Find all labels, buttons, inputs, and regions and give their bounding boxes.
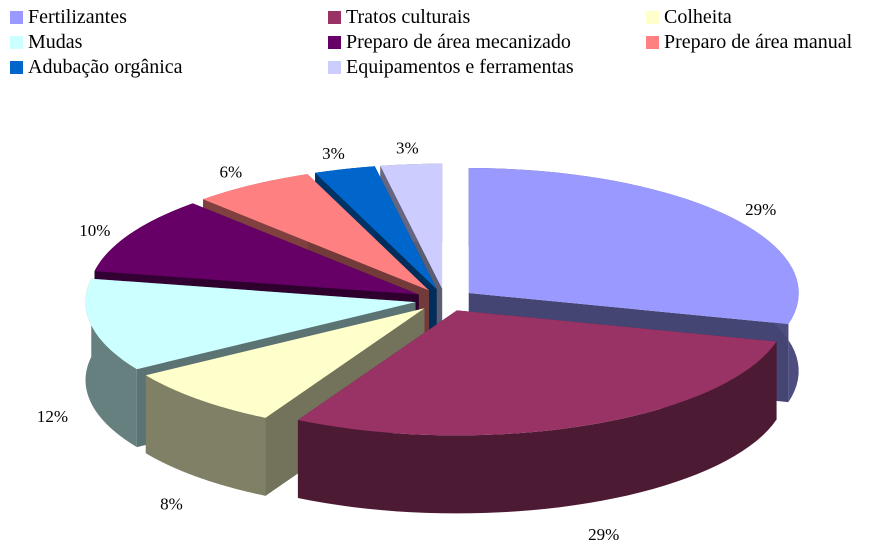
legend-item: Mudas — [10, 31, 328, 54]
legend-item: Equipamentos e ferramentas — [328, 56, 646, 79]
slice — [380, 163, 443, 289]
slice — [297, 310, 777, 436]
data-label: 3% — [322, 144, 345, 163]
legend-label: Tratos culturais — [346, 6, 471, 28]
data-label: 10% — [79, 221, 110, 240]
legend-swatch — [646, 36, 659, 49]
slice — [85, 278, 416, 370]
legend-swatch — [328, 11, 341, 24]
legend-swatch — [10, 11, 23, 24]
data-label: 3% — [396, 138, 419, 157]
legend-label: Preparo de área manual — [664, 31, 853, 53]
outer-wall — [85, 278, 137, 448]
legend-label: Preparo de área mecanizado — [346, 31, 571, 53]
legend-swatch — [10, 36, 23, 49]
legend-swatch — [328, 36, 341, 49]
legend-label: Fertilizantes — [28, 6, 127, 28]
data-label: 12% — [37, 407, 68, 426]
slice — [203, 174, 429, 291]
outer-wall — [297, 341, 777, 514]
legend-swatch — [328, 61, 341, 74]
slice-tops — [85, 163, 799, 436]
legend-label: Equipamentos e ferramentas — [346, 56, 574, 78]
legend-label: Mudas — [28, 31, 83, 53]
data-label: 29% — [745, 200, 776, 219]
data-label: 6% — [220, 163, 243, 182]
legend-swatch — [10, 61, 23, 74]
legend-item: Fertilizantes — [10, 6, 328, 29]
legend-label: Adubação orgânica — [28, 56, 183, 78]
legend-item: Colheita — [646, 6, 886, 29]
legend-item: Preparo de área manual — [646, 31, 886, 54]
outer-wall — [145, 375, 266, 496]
data-label: 8% — [160, 495, 183, 514]
legend-label: Colheita — [664, 6, 732, 28]
slice — [468, 168, 799, 325]
legend-item: Preparo de área mecanizado — [328, 31, 646, 54]
slice — [94, 203, 419, 295]
slice — [145, 308, 425, 418]
slice — [315, 166, 437, 290]
legend-item: Tratos culturais — [328, 6, 646, 29]
legend-item: Adubação orgânica — [10, 56, 328, 79]
legend-swatch — [646, 11, 659, 24]
legend: Fertilizantes Tratos culturais Colheita Mud… — [10, 6, 886, 79]
data-label: 29% — [588, 525, 619, 544]
